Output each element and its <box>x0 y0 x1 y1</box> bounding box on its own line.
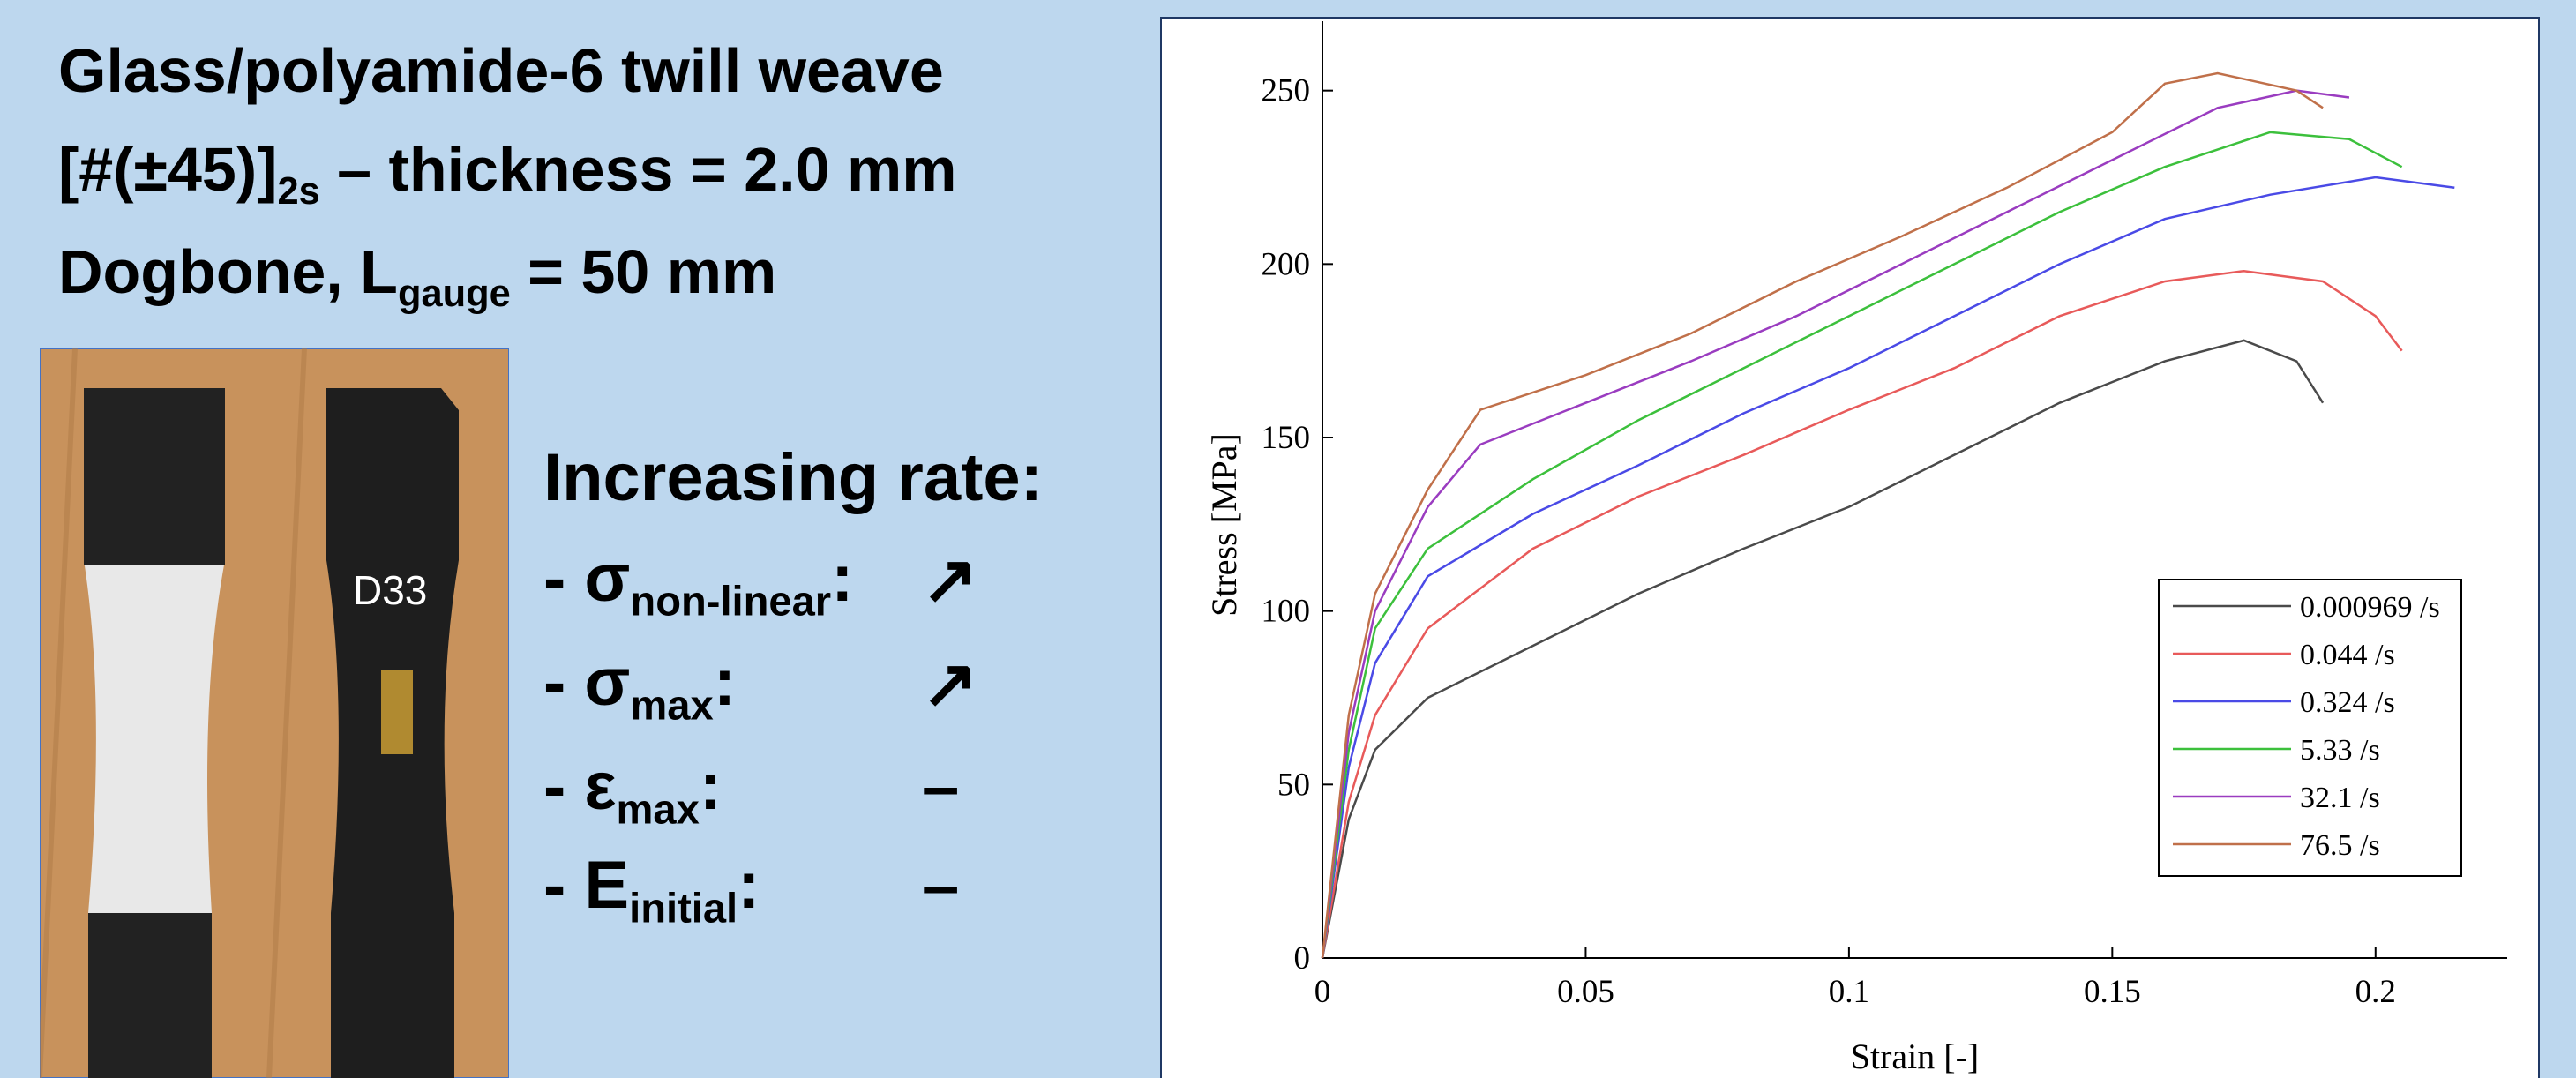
series-line <box>1321 71 2324 959</box>
series-line <box>1321 176 2455 959</box>
rate-text: initial <box>629 884 738 932</box>
series-line <box>1321 89 2350 959</box>
rate-heading: Increasing rate: <box>543 440 1043 515</box>
trend-symbol: – <box>922 848 960 923</box>
title-line: Dogbone, Lgauge = 50 mm <box>58 237 777 316</box>
rate-text: : <box>713 645 737 720</box>
specimen-photo: D33 <box>40 348 509 1078</box>
series-line <box>1321 269 2403 959</box>
y-tick-label: 100 <box>1262 594 1311 630</box>
x-tick-label: 0.05 <box>1557 974 1614 1010</box>
rate-text: - E <box>543 848 630 923</box>
series-line <box>1321 131 2403 959</box>
y-axis-label: Stress [MPa] <box>1204 433 1244 617</box>
x-tick-label: 0.2 <box>2355 974 2396 1010</box>
legend-label: 76.5 /s <box>2300 829 2380 862</box>
x-tick-label: 0.15 <box>2084 974 2141 1010</box>
rate-text: - σ <box>543 645 631 720</box>
rate-text: max <box>630 681 714 729</box>
y-tick-label: 250 <box>1262 73 1311 109</box>
rate-item: - σmax: <box>543 644 736 729</box>
legend-label: 32.1 /s <box>2300 782 2380 814</box>
title-line: Glass/polyamide-6 twill weave <box>58 36 944 105</box>
rate-item: - εmax: <box>543 748 722 833</box>
rate-item: - Einitial: <box>543 847 760 932</box>
legend-label: 0.044 /s <box>2300 639 2395 671</box>
rate-text: : <box>738 848 760 923</box>
trend-symbol: ↗ <box>922 543 978 618</box>
rate-text: max <box>616 785 700 833</box>
rate-item: - σnon-linear: <box>543 540 853 625</box>
trend-symbol: ↗ <box>922 647 978 722</box>
x-tick-label: 0.1 <box>1829 974 1869 1010</box>
y-tick-label: 150 <box>1262 420 1311 456</box>
rate-text: - σ <box>543 541 631 616</box>
legend-label: 0.324 /s <box>2300 686 2395 719</box>
legend-label: 0.000969 /s <box>2300 591 2440 624</box>
photo-label: D33 <box>353 567 427 613</box>
legend-box <box>2158 579 2462 877</box>
rate-text: non-linear <box>630 577 832 625</box>
title-line: [#(±45)]2s – thickness = 2.0 mm <box>58 135 957 213</box>
rate-text: : <box>699 749 723 824</box>
y-tick-label: 50 <box>1277 767 1310 803</box>
rate-text: - ε <box>543 749 617 824</box>
x-tick-label: 0 <box>1314 974 1331 1010</box>
x-axis-label: Strain [-] <box>1851 1037 1980 1076</box>
rate-text: : <box>831 541 854 616</box>
y-tick-label: 200 <box>1262 246 1311 282</box>
series-line <box>1321 339 2325 959</box>
legend-label: 5.33 /s <box>2300 734 2380 767</box>
trend-symbol: – <box>922 749 960 824</box>
y-tick-label: 0 <box>1294 940 1311 977</box>
chart: 0 50 100 150 200 250 0 0.05 0.1 0.15 0.2 Strain [-]… <box>1160 17 2540 1078</box>
